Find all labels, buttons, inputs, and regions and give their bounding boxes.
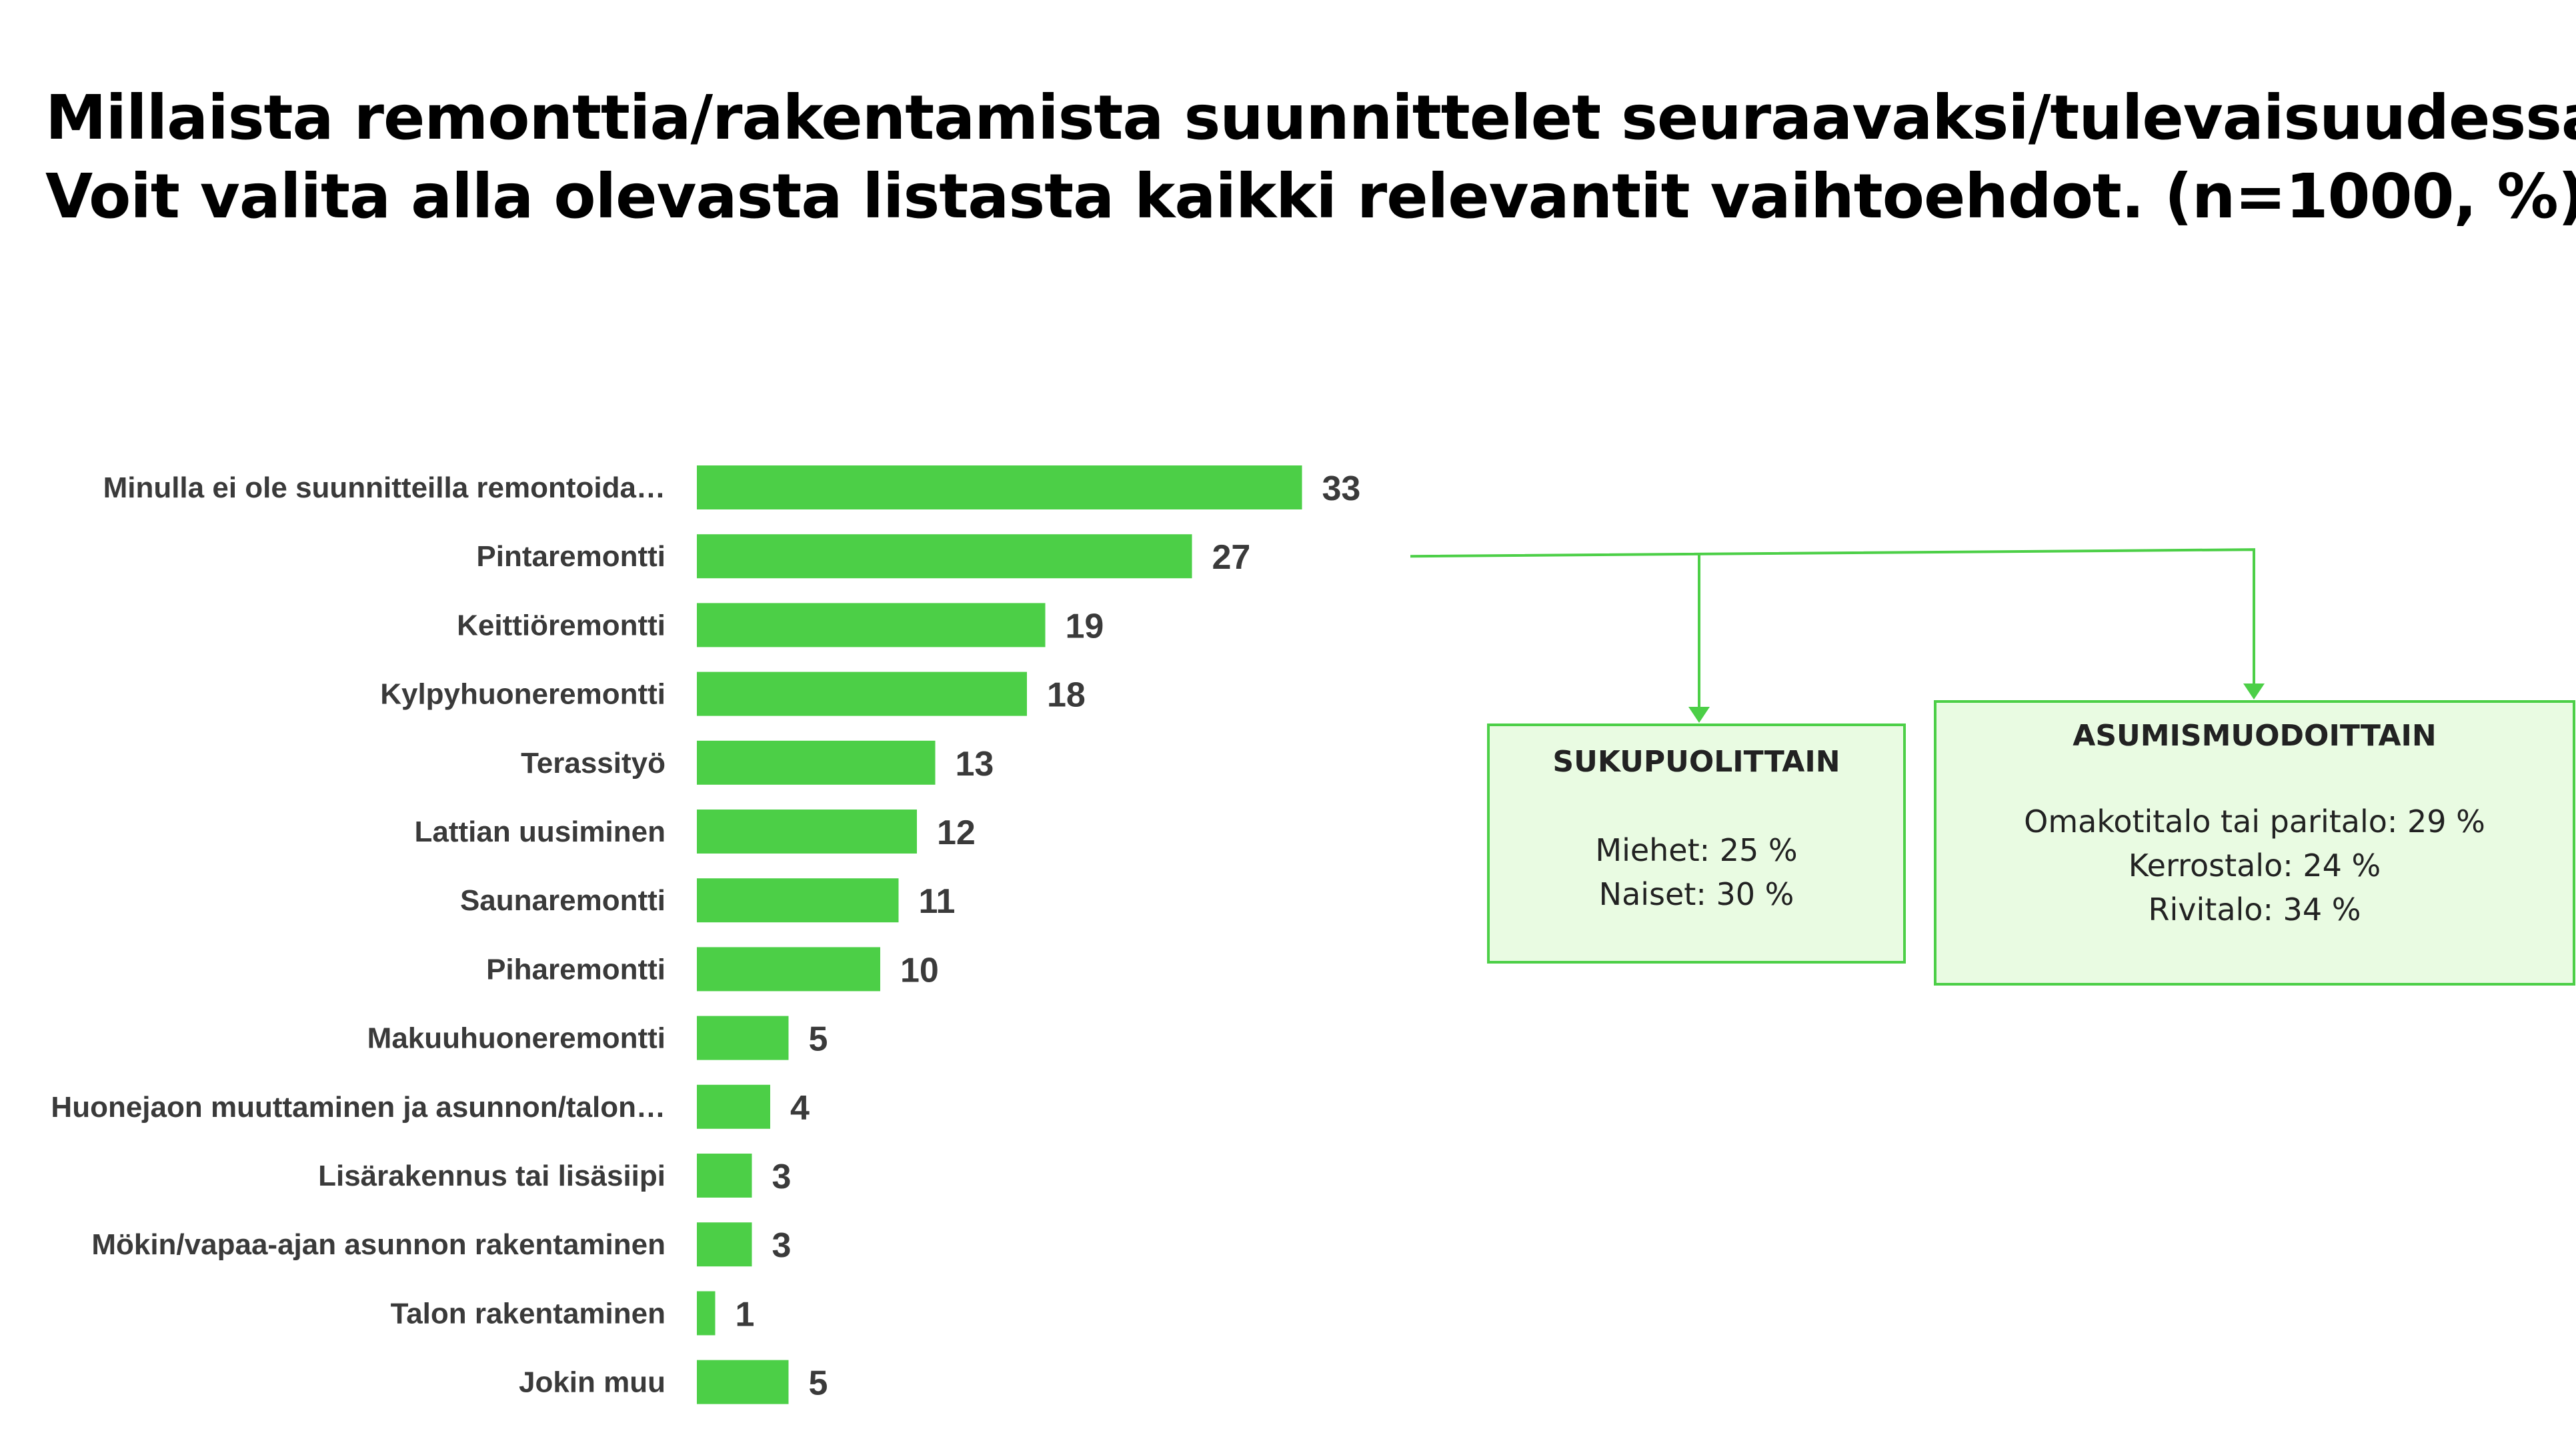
gender-breakdown-title: SUKUPUOLITTAIN — [1552, 745, 1840, 779]
data-label: 5 — [809, 1020, 828, 1059]
bar — [697, 1360, 789, 1404]
gender-breakdown-box: SUKUPUOLITTAIN Miehet: 25 % Naiset: 30 % — [1487, 723, 1906, 964]
data-label: 18 — [1047, 676, 1086, 715]
chart-title-line-2: Voit valita alla olevasta listasta kaikk… — [45, 161, 2576, 232]
bar — [697, 740, 936, 785]
connector-line — [1410, 548, 2255, 687]
category-label: Jokin muu — [519, 1366, 666, 1399]
category-label: Kylpyhuoneremontti — [380, 678, 666, 711]
data-label: 27 — [1212, 538, 1251, 577]
chart-title: Millaista remonttia/rakentamista suunnit… — [45, 79, 2576, 236]
data-label: 19 — [1066, 607, 1104, 645]
category-label: Terassityö — [521, 747, 666, 780]
category-label: Lattian uusiminen — [415, 816, 666, 848]
category-label: Mökin/vapaa-ajan asunnon rakentaminen — [91, 1228, 666, 1261]
category-label: Minulla ei ole suunnitteilla remontoida… — [103, 471, 666, 504]
bar — [697, 1016, 789, 1060]
bar — [697, 947, 880, 992]
gender-breakdown-men: Miehet: 25 % — [1595, 832, 1798, 868]
data-label: 1 — [736, 1295, 755, 1334]
bar — [697, 878, 899, 923]
bar — [697, 1291, 716, 1336]
bar — [697, 465, 1302, 509]
housing-breakdown-rowhouse: Rivitalo: 34 % — [2148, 892, 2361, 928]
data-label: 13 — [956, 745, 994, 784]
chart-title-line-1: Millaista remonttia/rakentamista suunnit… — [45, 82, 2576, 153]
category-label: Saunaremontti — [460, 884, 666, 917]
gender-breakdown-women: Naiset: 30 % — [1598, 876, 1794, 912]
data-label: 10 — [900, 951, 939, 990]
data-label: 4 — [790, 1089, 810, 1128]
bar — [697, 1222, 752, 1267]
category-label: Huonejaon muuttaminen ja asunnon/talon… — [51, 1091, 666, 1124]
bar — [697, 671, 1027, 716]
arrow-down-icon — [1688, 707, 1710, 723]
data-label: 5 — [809, 1364, 828, 1403]
category-label: Makuuhuoneremontti — [367, 1022, 666, 1055]
category-label: Pintaremontti — [476, 540, 666, 573]
data-label: 3 — [772, 1226, 792, 1265]
bar — [697, 1084, 770, 1129]
bar — [697, 534, 1192, 579]
category-label: Lisärakennus tai lisäsiipi — [318, 1160, 666, 1192]
bar — [697, 603, 1046, 647]
category-label: Piharemontti — [486, 953, 666, 986]
data-label: 11 — [919, 882, 956, 921]
arrow-down-icon — [2243, 683, 2265, 699]
data-label: 33 — [1322, 469, 1361, 508]
data-label: 12 — [937, 814, 976, 852]
housing-breakdown-apartment: Kerrostalo: 24 % — [2128, 848, 2381, 884]
bar — [697, 810, 917, 854]
category-label: Keittiöremontti — [457, 609, 666, 641]
housing-breakdown-detached: Omakotitalo tai paritalo: 29 % — [2024, 804, 2485, 840]
housing-breakdown-title: ASUMISMUODOITTAIN — [2073, 719, 2437, 753]
data-label: 3 — [772, 1158, 792, 1196]
housing-breakdown-box: ASUMISMUODOITTAIN Omakotitalo tai parita… — [1934, 700, 2575, 986]
bar — [697, 1154, 752, 1198]
category-label: Talon rakentaminen — [391, 1297, 666, 1330]
